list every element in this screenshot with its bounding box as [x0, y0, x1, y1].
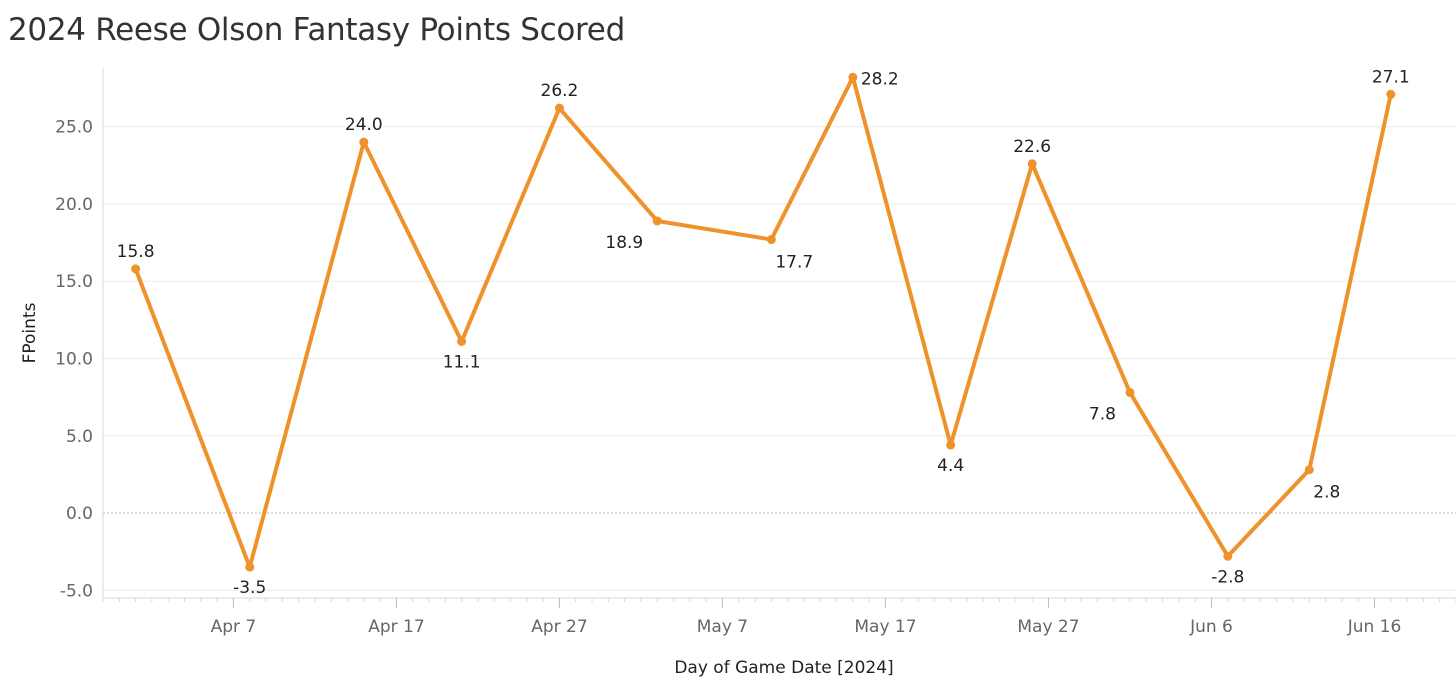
chart-title: 2024 Reese Olson Fantasy Points Scored [8, 12, 625, 48]
data-label: 11.1 [443, 352, 481, 372]
data-point [457, 336, 467, 346]
data-point [946, 440, 956, 450]
y-tick-label: 0.0 [66, 504, 93, 524]
data-label: 27.1 [1372, 67, 1410, 87]
x-tick-label: May 7 [697, 617, 748, 637]
data-labels: 15.8 -3.5 24.0 11.1 26.2 18.9 17.7 28.2 4.4 22.6 7… [117, 67, 1410, 598]
series-points [131, 72, 1396, 572]
x-tick-labels: Apr 7 Apr 17 Apr 27 May 7 May 17 May 27 Jun 6 J… [102, 598, 1456, 637]
data-point [766, 235, 776, 245]
data-label: 2.8 [1313, 483, 1340, 503]
data-label: 22.6 [1013, 137, 1051, 157]
data-point [359, 137, 369, 147]
data-point [554, 103, 564, 113]
data-label: 4.4 [937, 456, 964, 476]
x-tick-label: Apr 17 [368, 617, 424, 637]
x-tick-label: Apr 27 [531, 617, 587, 637]
data-label: -3.5 [233, 578, 266, 598]
y-tick-label: 10.0 [55, 349, 93, 369]
data-point [848, 72, 858, 82]
grid-lines [103, 126, 1456, 591]
data-label: 7.8 [1089, 404, 1116, 424]
data-label: 15.8 [117, 242, 155, 262]
x-tick-label: May 27 [1017, 617, 1079, 637]
y-tick-label: 5.0 [66, 427, 93, 447]
axes [102, 68, 1456, 599]
data-label: 18.9 [605, 233, 643, 253]
data-label: -2.8 [1211, 567, 1244, 587]
data-label: 24.0 [345, 115, 383, 135]
data-point [652, 216, 662, 226]
x-axis-title: Day of Game Date [2024] [674, 658, 893, 678]
data-label: 26.2 [541, 81, 579, 101]
y-tick-label: -5.0 [60, 581, 93, 601]
data-point [1223, 551, 1233, 561]
y-tick-label: 25.0 [55, 118, 93, 138]
y-tick-label: 20.0 [55, 195, 93, 215]
data-point [245, 562, 255, 572]
x-tick-label: Jun 16 [1347, 617, 1402, 637]
data-point [1125, 387, 1135, 397]
series-line [133, 75, 1393, 570]
x-tick-label: Jun 6 [1189, 617, 1233, 637]
y-tick-label: 15.0 [55, 272, 93, 292]
data-label: 28.2 [861, 69, 899, 89]
series-lines [133, 75, 1393, 570]
data-point [1304, 465, 1314, 475]
data-point [1027, 159, 1037, 169]
x-tick-label: May 17 [854, 617, 916, 637]
x-tick-label: Apr 7 [211, 617, 257, 637]
y-axis-title: FPoints [20, 302, 40, 363]
data-point [131, 264, 141, 274]
data-label: 17.7 [775, 253, 813, 273]
y-tick-labels: -5.0 0.0 5.0 10.0 15.0 20.0 25.0 [55, 118, 93, 602]
data-point [1386, 89, 1396, 99]
